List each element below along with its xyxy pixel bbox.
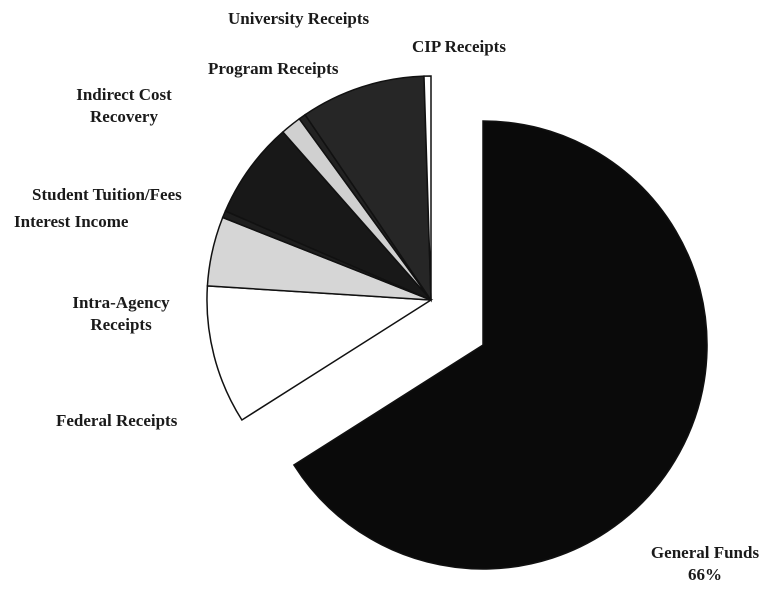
label-university-receipts: University Receipts — [228, 8, 369, 30]
label-indirect-line-1: Indirect Cost — [74, 84, 174, 106]
label-cip-receipts: CIP Receipts — [412, 36, 506, 58]
label-interest-income: Interest Income — [14, 211, 128, 233]
label-indirect-line-2: Recovery — [74, 106, 174, 128]
label-intra-line-1: Intra-Agency — [56, 292, 186, 314]
label-general-pct: 66% — [640, 564, 770, 586]
label-general-line-1: General Funds — [640, 542, 770, 564]
label-intra-agency-receipts: Intra-Agency Receipts — [56, 292, 186, 336]
label-federal-receipts: Federal Receipts — [56, 410, 177, 432]
label-indirect-cost-recovery: Indirect Cost Recovery — [74, 84, 174, 128]
label-intra-line-2: Receipts — [56, 314, 186, 336]
label-program-receipts: Program Receipts — [208, 58, 338, 80]
label-student-tuition-fees: Student Tuition/Fees — [32, 184, 182, 206]
label-general-funds: General Funds 66% — [640, 542, 770, 586]
